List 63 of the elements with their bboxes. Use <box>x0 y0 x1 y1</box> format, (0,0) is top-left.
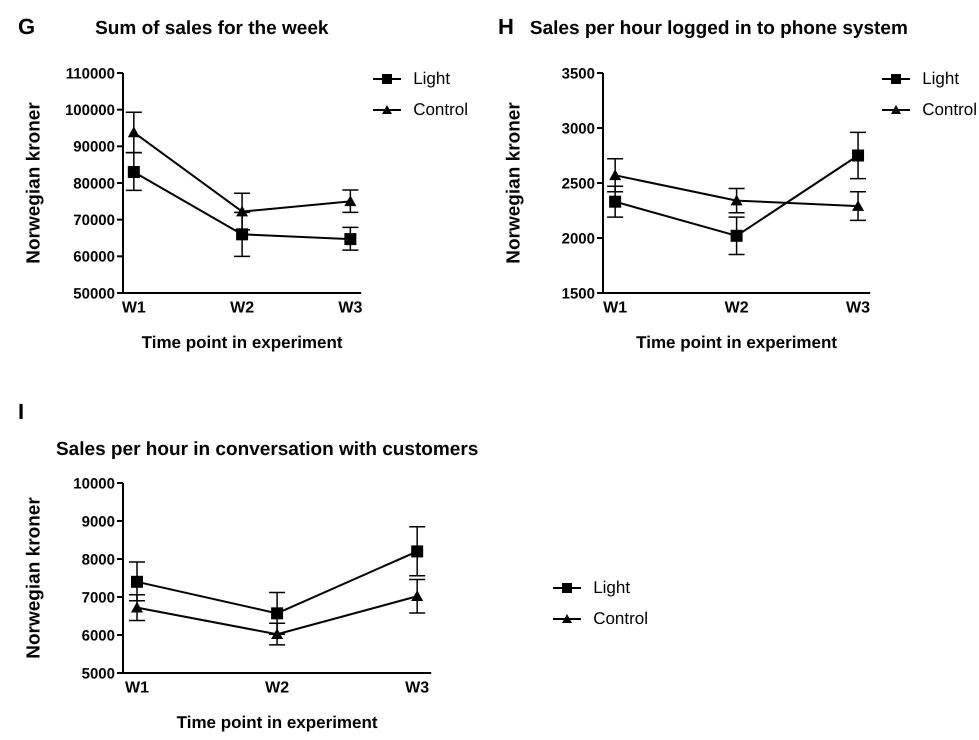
y-tick-label: 2500 <box>562 175 595 192</box>
y-axis-title: Norwegian kroner <box>24 102 45 264</box>
point <box>852 200 864 211</box>
point <box>344 233 356 246</box>
chart-title: Sales per hour logged in to phone system <box>530 18 908 39</box>
y-tick-label: 50000 <box>73 285 115 302</box>
y-tick-label: 100000 <box>64 102 115 119</box>
text: I <box>18 399 24 424</box>
x-tick-label: W2 <box>230 299 254 316</box>
legend-label: Light <box>922 68 960 88</box>
y-tick-label: 9000 <box>82 513 115 530</box>
y-tick-label: 60000 <box>73 248 115 266</box>
legend-label: Light <box>413 68 450 88</box>
text: G <box>18 14 36 39</box>
legend-label: Light <box>593 578 630 598</box>
x-tick-label: W1 <box>122 299 146 316</box>
y-tick-label: 1500 <box>562 285 595 302</box>
legend-label: Control <box>922 100 977 120</box>
y-tick-label: 3500 <box>562 65 595 82</box>
point <box>609 169 622 180</box>
point <box>411 545 424 558</box>
x-tick-label: W1 <box>603 299 628 316</box>
point <box>411 590 424 602</box>
x-tick-label: W3 <box>338 299 362 316</box>
point <box>271 628 284 640</box>
x-axis-title: Time point in experiment <box>142 333 343 352</box>
point <box>730 194 743 206</box>
legend-label: Control <box>593 608 648 628</box>
x-axis-title: Time point in experiment <box>636 333 838 352</box>
point <box>271 607 284 620</box>
x-tick-label: W2 <box>265 679 290 696</box>
x-tick-label: W1 <box>125 679 150 696</box>
point <box>344 195 356 206</box>
point <box>236 228 248 240</box>
y-tick-label: 90000 <box>73 138 115 156</box>
point <box>128 126 140 138</box>
point <box>131 576 144 588</box>
y-tick-label: 80000 <box>73 175 115 192</box>
y-tick-label: 6000 <box>82 627 115 644</box>
y-tick-label: 70000 <box>73 212 115 229</box>
x-tick-label: W3 <box>405 679 430 696</box>
point <box>128 166 140 178</box>
point <box>609 196 622 208</box>
point <box>131 602 144 612</box>
text: H <box>498 14 514 39</box>
x-axis-title: Time point in experiment <box>176 713 378 732</box>
y-tick-label: 8000 <box>82 551 115 568</box>
y-tick-label: 7000 <box>82 589 115 606</box>
y-tick-label: 10000 <box>73 475 115 492</box>
point <box>730 230 743 242</box>
x-tick-label: W3 <box>846 299 870 316</box>
chart-title: Sales per hour in conversation with customers <box>56 439 478 461</box>
x-tick-label: W2 <box>724 299 749 316</box>
y-axis-title: Norwegian kroner <box>504 102 525 264</box>
legend-label: Control <box>413 100 468 120</box>
y-tick-label: 5000 <box>82 665 115 682</box>
chart-title: Sum of sales for the week <box>95 18 328 39</box>
y-tick-label: 110000 <box>66 65 115 82</box>
y-tick-label: 3000 <box>562 120 595 138</box>
point <box>236 206 248 216</box>
point <box>852 150 864 162</box>
y-axis-title: Norwegian kroner <box>24 496 45 659</box>
y-tick-label: 2000 <box>562 230 595 248</box>
